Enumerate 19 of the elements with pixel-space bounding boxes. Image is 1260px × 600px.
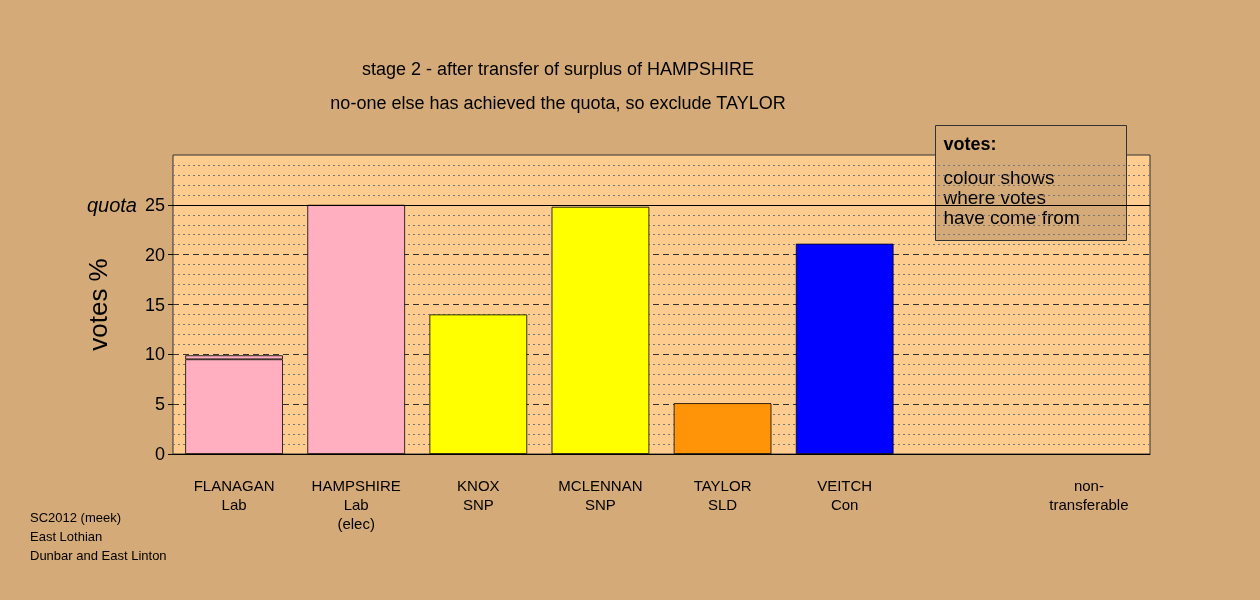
x-tick-label: MCLENNAN SNP — [558, 477, 643, 513]
x-tick-label: KNOX SNP — [457, 477, 500, 513]
y-tick-label: 5 — [154, 394, 165, 415]
y-tick-label: 20 — [144, 244, 165, 265]
chart-title: stage 2 - after transfer of surplus of HAMPSHIRE — [361, 59, 755, 79]
text: SC2012 (meek) East Lothian Dunbar and East Linton — [30, 510, 167, 563]
x-tick-label: HAMPSHIRE Lab (elec) — [311, 477, 401, 532]
chart-subtitle: no-one else has achieved the quota, so exclude TAYLOR — [330, 93, 786, 113]
y-tick-label: 15 — [144, 294, 165, 315]
y-tick-label: 0 — [154, 444, 165, 464]
x-tick-label: VEITCH Con — [817, 477, 873, 513]
ref-line-label: quota — [86, 193, 137, 216]
text: votes: — [943, 133, 997, 154]
y-tick-label: 10 — [144, 344, 165, 365]
y-tick-label: 25 — [144, 194, 165, 215]
x-tick-label: non- transferable — [1049, 477, 1129, 513]
y-axis-title: votes % — [83, 258, 113, 351]
x-tick-label: FLANAGAN Lab — [193, 477, 275, 513]
x-tick-label: TAYLOR SLD — [693, 477, 752, 513]
